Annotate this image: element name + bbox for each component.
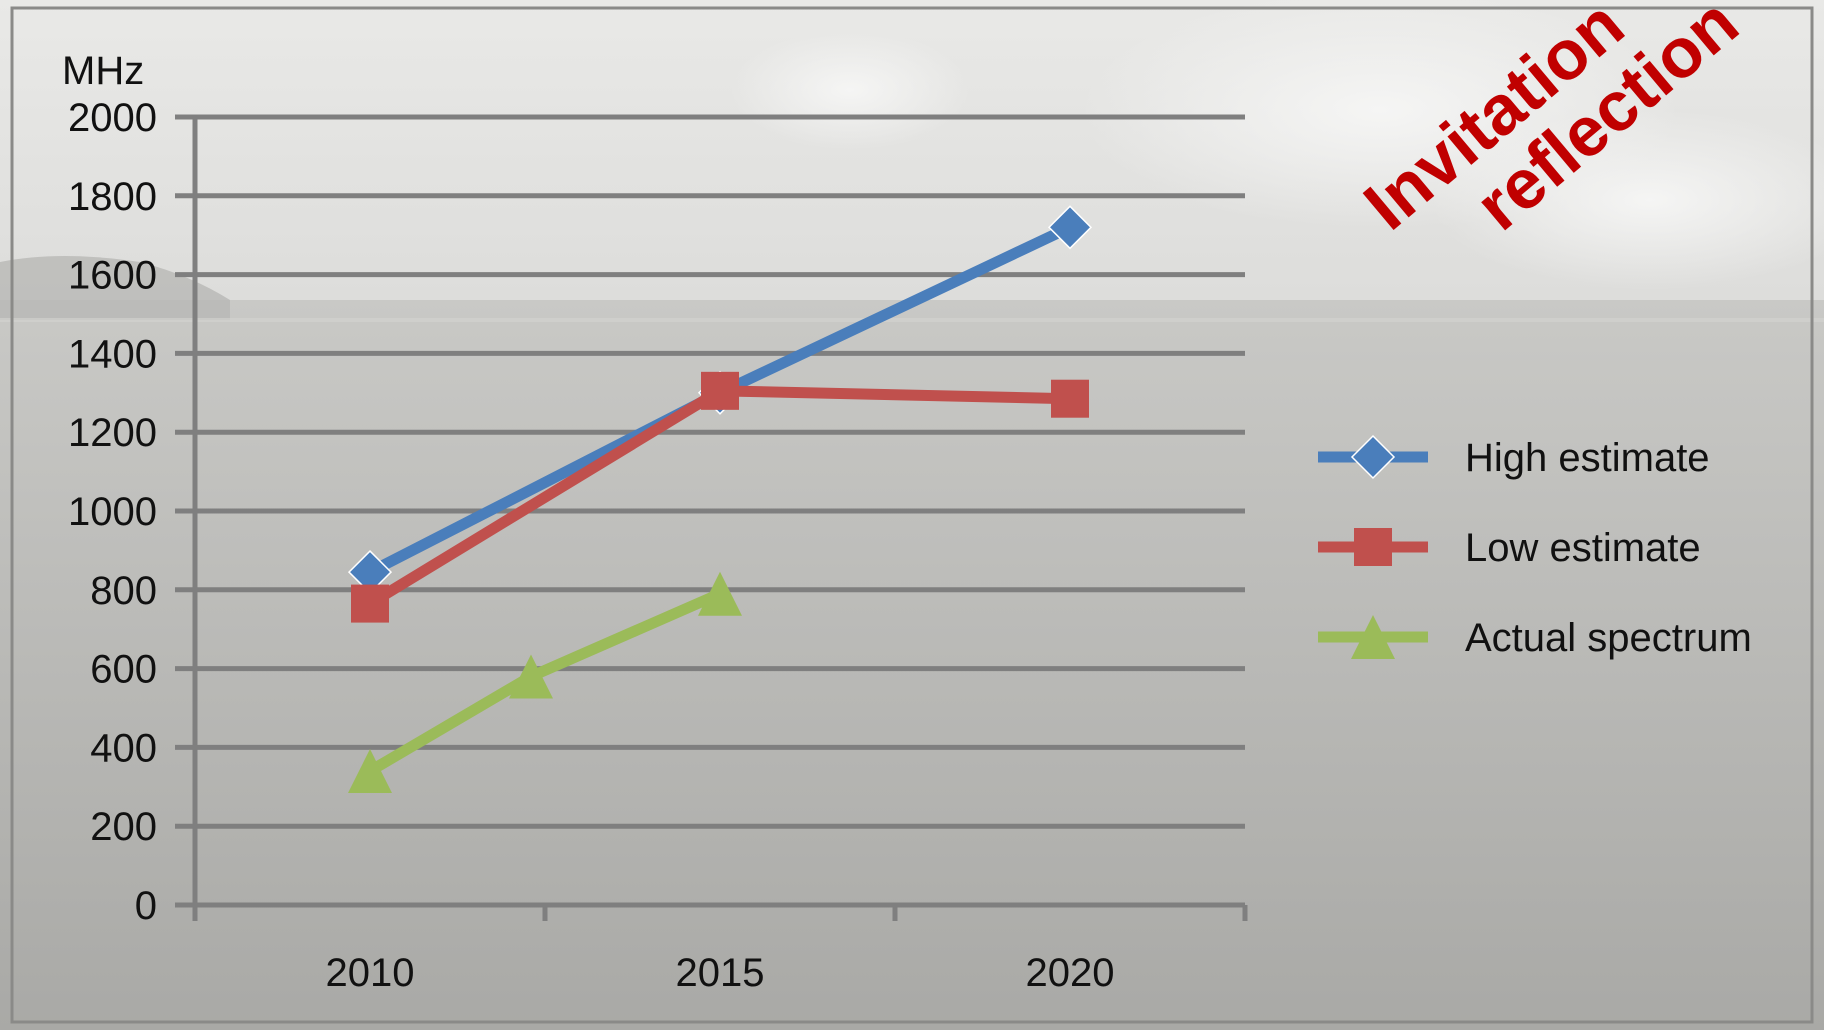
y-tick-label: 1200 bbox=[68, 411, 157, 455]
data-point-marker bbox=[351, 584, 389, 623]
legend-swatch-marker bbox=[1350, 434, 1396, 480]
y-tick-label: 800 bbox=[90, 569, 157, 613]
y-tick-label: 200 bbox=[90, 805, 157, 849]
x-tick-label: 2015 bbox=[676, 951, 765, 995]
data-point-marker bbox=[1051, 379, 1089, 418]
series-actual-spectrum bbox=[348, 571, 742, 794]
data-point-marker bbox=[698, 571, 742, 616]
legend-item: High estimate bbox=[1318, 434, 1710, 480]
y-tick-label: 1400 bbox=[68, 332, 157, 376]
series-line bbox=[364, 588, 726, 777]
series bbox=[347, 205, 1093, 794]
data-point-marker bbox=[1047, 205, 1093, 250]
x-tick-label: 2020 bbox=[1026, 951, 1115, 995]
legend-label: High estimate bbox=[1465, 436, 1710, 480]
legend-swatch-marker bbox=[1354, 528, 1392, 566]
series-line bbox=[364, 385, 1076, 610]
data-point-marker bbox=[701, 371, 739, 410]
y-tick-label: 1800 bbox=[68, 175, 157, 219]
legend-label: Low estimate bbox=[1465, 526, 1701, 570]
legend-swatch-marker bbox=[1351, 615, 1395, 659]
gridlines bbox=[175, 114, 1248, 921]
y-tick-label: 0 bbox=[135, 884, 157, 928]
axes bbox=[175, 117, 1245, 921]
legend-item: Actual spectrum bbox=[1318, 615, 1752, 660]
y-tick-label: 1600 bbox=[68, 254, 157, 298]
series-low-estimate bbox=[351, 371, 1089, 623]
invitation-reflection-stamp: Invitation reflection bbox=[1350, 0, 1753, 245]
legend-item: Low estimate bbox=[1318, 526, 1701, 570]
y-axis-unit-label: MHz bbox=[62, 49, 144, 93]
legend-label: Actual spectrum bbox=[1465, 616, 1752, 660]
y-tick-label: 1000 bbox=[68, 490, 157, 534]
data-point-marker bbox=[509, 654, 553, 699]
y-tick-labels: 0 200 400 600 800 1000 1200 1400 1600 1800 2000 bbox=[68, 96, 157, 928]
legend: High estimate Low estimate Actual spectrum bbox=[1318, 434, 1752, 660]
x-tick-label: 2010 bbox=[326, 951, 415, 995]
y-tick-label: 2000 bbox=[68, 96, 157, 140]
y-tick-label: 600 bbox=[90, 648, 157, 692]
y-tick-label: 400 bbox=[90, 726, 157, 770]
data-point-marker bbox=[348, 749, 392, 794]
x-tick-labels: 2010 2015 2020 bbox=[326, 951, 1115, 995]
